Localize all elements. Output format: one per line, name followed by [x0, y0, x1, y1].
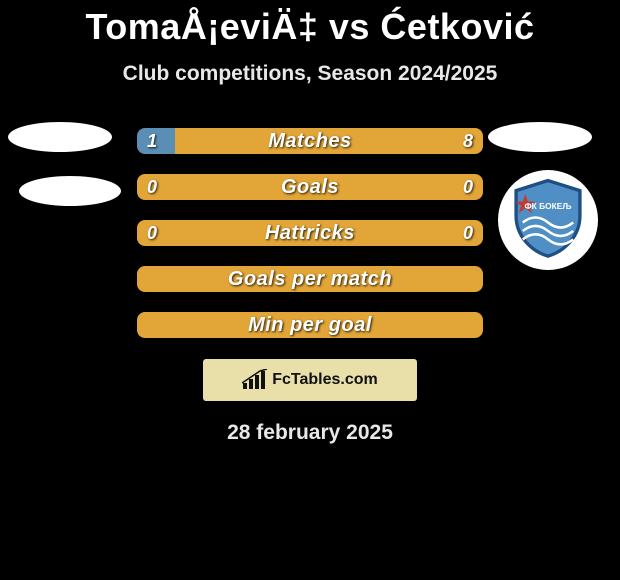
stat-row: Goals0 0 [137, 174, 483, 200]
stats-bars: Matches18Goals00Hattricks00Goals per mat… [137, 128, 483, 338]
stat-label: Goals [137, 174, 483, 200]
player2-club-badge: ФК БОКЕЉ [498, 170, 598, 270]
stat-row: Matches1 8 [137, 128, 483, 154]
stat-value-right: 8 [463, 128, 473, 154]
stat-label: Min per goal [137, 312, 483, 338]
stat-value-left: 1 [147, 128, 157, 154]
player2-photo-placeholder [488, 122, 592, 152]
stat-value-right: 0 [463, 174, 473, 200]
bars-chart-icon [242, 369, 268, 391]
stat-label: Matches [137, 128, 483, 154]
player1-club-placeholder [19, 176, 121, 206]
snapshot-date: 28 february 2025 [0, 421, 620, 445]
stat-label: Hattricks [137, 220, 483, 246]
stat-value-left: 0 [147, 174, 157, 200]
club-shield-icon: ФК БОКЕЉ [506, 176, 590, 260]
season-subtitle: Club competitions, Season 2024/2025 [0, 62, 620, 86]
comparison-title: TomaÅ¡eviÄ‡ vs Ćetković [0, 0, 620, 48]
sponsor-text: FcTables.com [272, 371, 378, 389]
svg-text:ФК БОКЕЉ: ФК БОКЕЉ [525, 201, 572, 211]
stat-row: Min per goal [137, 312, 483, 338]
stat-value-left: 0 [147, 220, 157, 246]
stat-row: Hattricks0 0 [137, 220, 483, 246]
stat-value-right: 0 [463, 220, 473, 246]
player1-photo-placeholder [8, 122, 112, 152]
stat-row: Goals per match [137, 266, 483, 292]
stat-label: Goals per match [137, 266, 483, 292]
sponsor-box: FcTables.com [203, 359, 417, 401]
